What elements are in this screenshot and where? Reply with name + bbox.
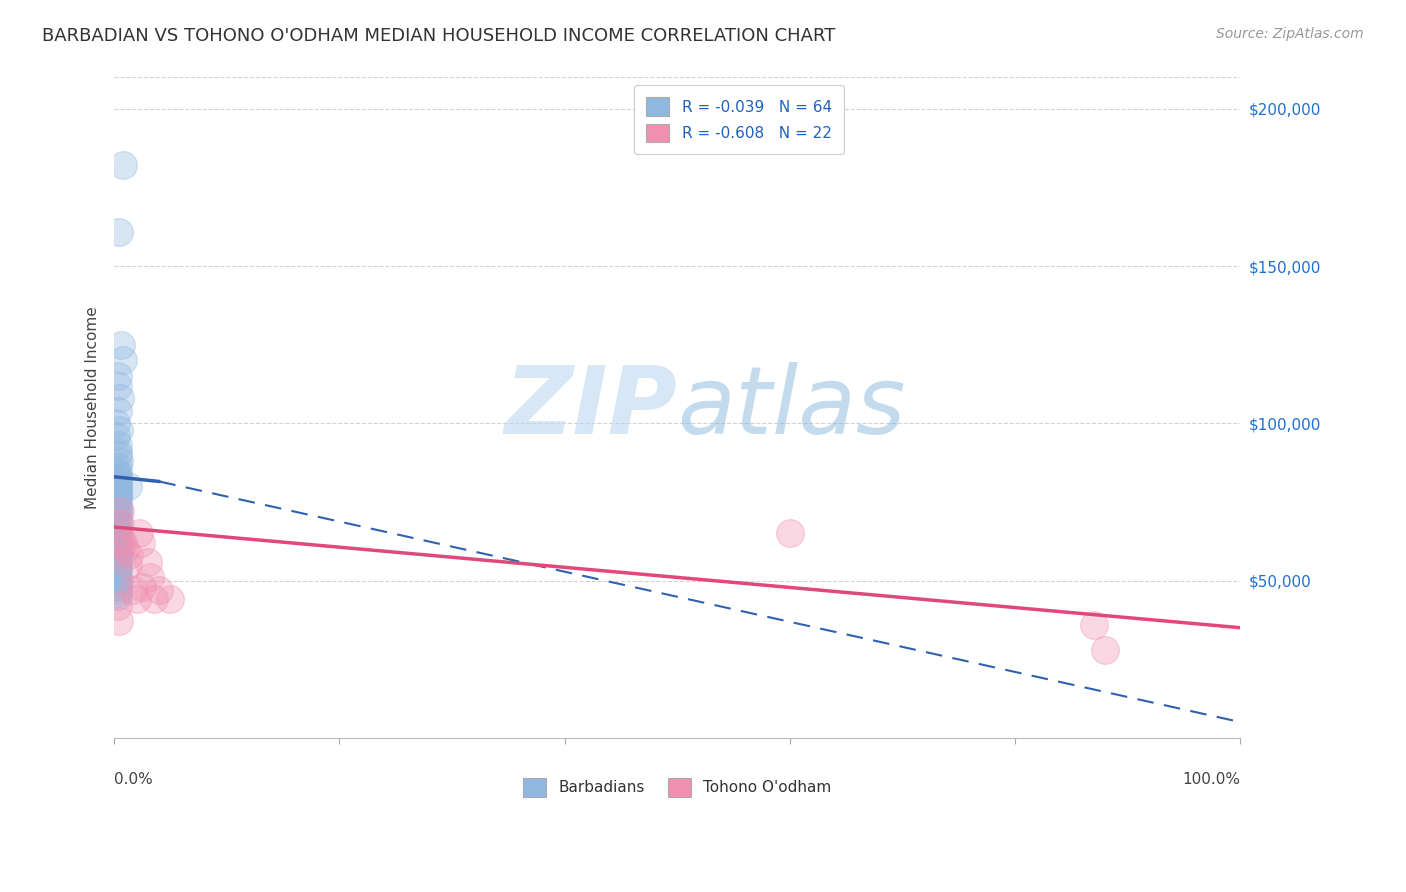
Point [122, 582, 145, 597]
Point [114, 542, 136, 557]
Point [125, 592, 148, 607]
Point [107, 471, 129, 485]
Point [128, 526, 150, 541]
Point [107, 558, 129, 572]
Point [118, 549, 141, 563]
Point [105, 487, 128, 501]
Text: atlas: atlas [678, 362, 905, 453]
Point [107, 561, 129, 575]
Point [107, 586, 129, 600]
Point [110, 337, 132, 351]
Point [107, 490, 129, 504]
Point [107, 476, 129, 491]
Point [107, 481, 129, 495]
Point [107, 582, 129, 597]
Point [107, 491, 129, 506]
Point [110, 533, 132, 547]
Text: 100.0%: 100.0% [1182, 772, 1240, 787]
Point [107, 549, 129, 563]
Point [107, 576, 129, 591]
Point [107, 444, 129, 458]
Point [107, 545, 129, 559]
Point [107, 551, 129, 566]
Point [105, 495, 128, 509]
Point [107, 454, 129, 468]
Point [1083, 617, 1105, 632]
Point [105, 483, 128, 497]
Point [139, 570, 162, 584]
Point [107, 477, 129, 491]
Point [142, 592, 165, 607]
Point [107, 520, 129, 534]
Point [107, 542, 129, 557]
Point [108, 504, 131, 518]
Point [107, 574, 129, 588]
Point [117, 479, 139, 493]
Point [107, 599, 129, 613]
Point [107, 555, 129, 569]
Point [105, 429, 128, 443]
Point [105, 536, 128, 550]
Point [105, 473, 128, 487]
Point [129, 536, 152, 550]
Point [107, 508, 129, 522]
Point [105, 514, 128, 528]
Point [107, 483, 129, 498]
Point [108, 391, 131, 405]
Point [107, 469, 129, 483]
Text: ZIP: ZIP [505, 361, 678, 454]
Text: 0.0%: 0.0% [114, 772, 153, 787]
Point [107, 526, 129, 541]
Point [107, 501, 129, 516]
Legend: Barbadians, Tohono O'odham: Barbadians, Tohono O'odham [517, 772, 837, 803]
Point [136, 555, 159, 569]
Point [117, 558, 139, 572]
Point [112, 536, 135, 550]
Point [779, 526, 801, 541]
Point [148, 582, 170, 597]
Point [105, 463, 128, 477]
Point [107, 580, 129, 594]
Point [107, 460, 129, 475]
Text: BARBADIAN VS TOHONO O'ODHAM MEDIAN HOUSEHOLD INCOME CORRELATION CHART: BARBADIAN VS TOHONO O'ODHAM MEDIAN HOUSE… [42, 27, 835, 45]
Point [105, 567, 128, 582]
Point [107, 423, 129, 437]
Point [107, 225, 129, 239]
Point [105, 417, 128, 431]
Point [108, 516, 131, 531]
Point [107, 489, 129, 503]
Point [107, 369, 129, 384]
Point [112, 353, 135, 368]
Point [107, 510, 129, 524]
Point [107, 467, 129, 481]
Point [1094, 642, 1116, 657]
Point [107, 378, 129, 392]
Point [107, 498, 129, 512]
Point [107, 533, 129, 547]
Point [107, 529, 129, 543]
Point [107, 485, 129, 500]
Point [107, 539, 129, 553]
Point [107, 479, 129, 493]
Point [107, 516, 129, 531]
Text: Source: ZipAtlas.com: Source: ZipAtlas.com [1216, 27, 1364, 41]
Point [131, 580, 153, 594]
Point [107, 615, 129, 629]
Point [107, 589, 129, 603]
Point [107, 564, 129, 578]
Point [107, 448, 129, 462]
Point [159, 592, 181, 607]
Point [112, 159, 135, 173]
Point [107, 570, 129, 584]
Point [105, 523, 128, 537]
Point [107, 504, 129, 518]
Point [107, 438, 129, 452]
Y-axis label: Median Household Income: Median Household Income [86, 306, 100, 509]
Point [107, 403, 129, 417]
